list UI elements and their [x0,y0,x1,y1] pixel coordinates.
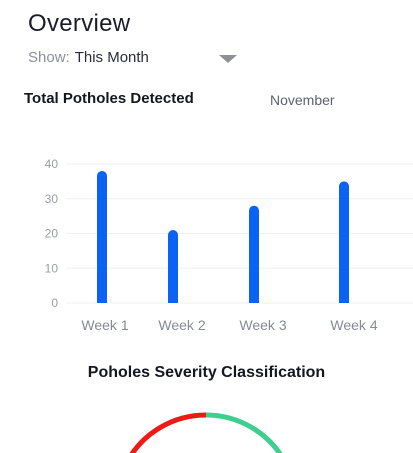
page-title: Overview [28,10,131,37]
month-label: November [270,92,335,108]
bar-week-1[interactable] [97,170,107,303]
potholes-card-title: Total Potholes Detected [24,90,194,107]
gauge-arc-high [129,412,207,453]
y-tick-label: 0 [51,296,58,310]
y-tick-label: 40 [45,157,59,171]
period-filter[interactable]: Show: This Month [28,49,149,66]
bar-week-3[interactable] [249,205,259,303]
gauge-arc-low [205,412,283,453]
period-filter-value[interactable]: This Month [74,49,149,66]
y-tick-label: 10 [45,261,59,275]
severity-section-title: Poholes Severity Classification [87,364,326,381]
potholes-bar-chart: 0 10 20 30 40 Week 1 Week 2 Week 3 Week 4 [45,157,413,333]
caret-down-icon[interactable] [219,55,237,63]
severity-gauge [129,412,283,453]
period-filter-label: Show: [28,49,70,66]
x-tick-label: Week 2 [158,317,205,333]
bar-week-4[interactable] [339,181,349,303]
x-tick-label: Week 1 [81,317,128,333]
y-tick-label: 20 [45,227,59,241]
bar-week-2[interactable] [168,230,178,303]
x-tick-label: Week 3 [239,317,286,333]
y-tick-label: 30 [45,192,59,206]
x-tick-label: Week 4 [330,317,377,333]
